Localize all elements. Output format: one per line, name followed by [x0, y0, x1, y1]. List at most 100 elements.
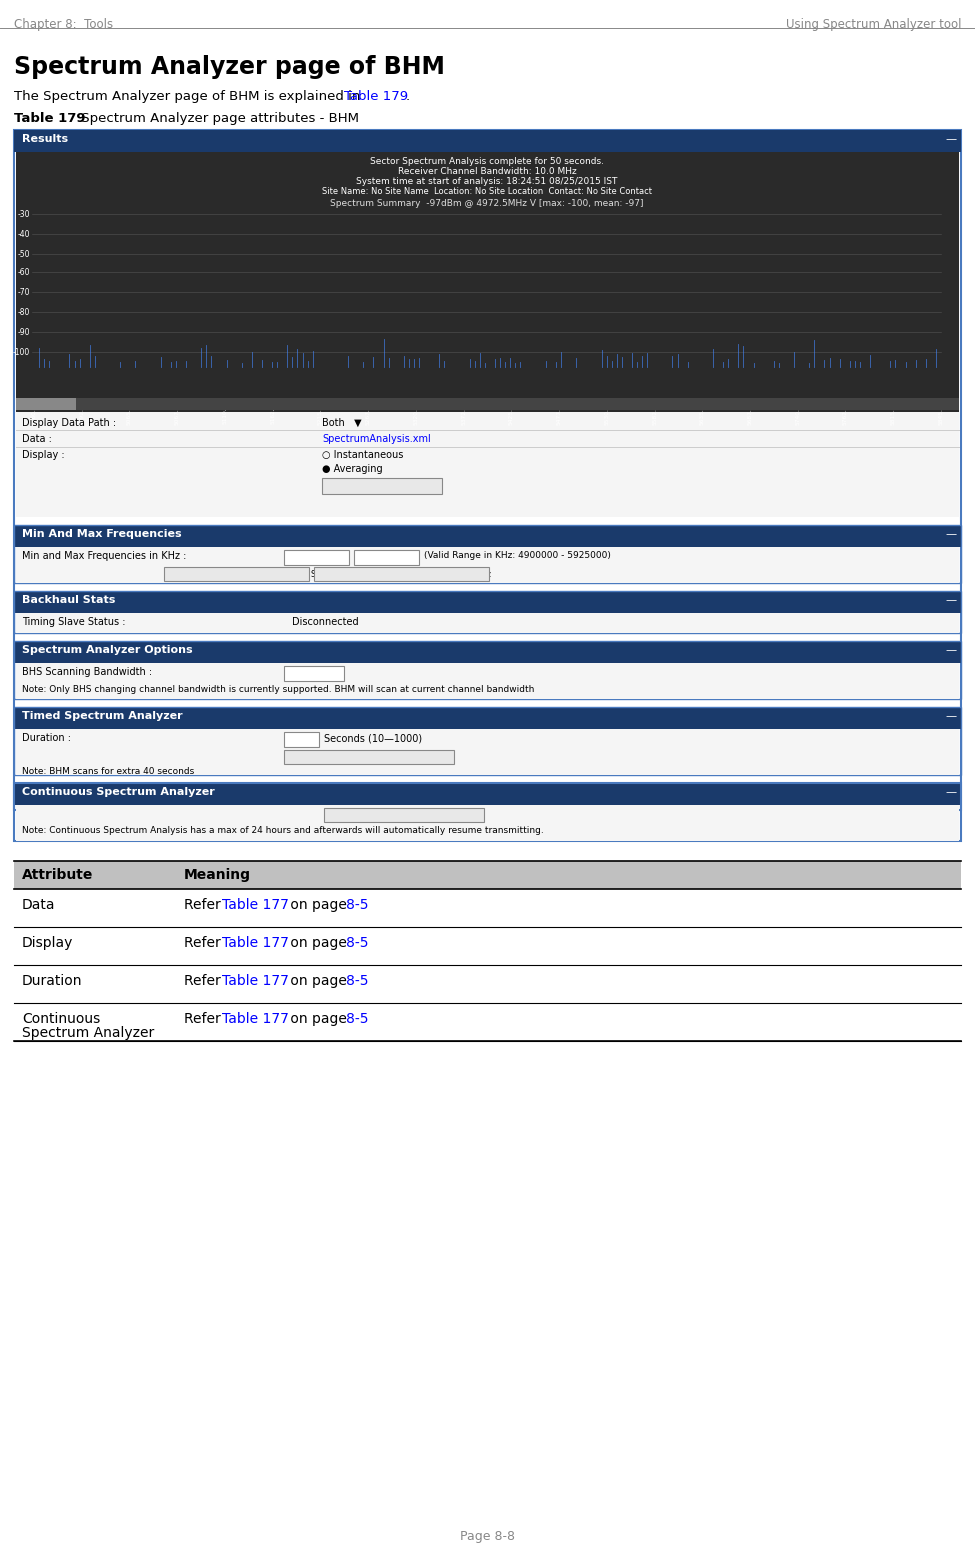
Text: BHS Scanning Bandwidth :: BHS Scanning Bandwidth : [22, 667, 152, 676]
Text: Receiver Channel Bandwidth: 10.0 MHz: Receiver Channel Bandwidth: 10.0 MHz [398, 166, 576, 176]
Text: 5582.5: 5582.5 [652, 404, 657, 425]
Bar [14, 641, 961, 700]
Text: Data :: Data : [22, 434, 52, 445]
Text: 5635.0: 5635.0 [700, 404, 705, 425]
Bar [14, 591, 961, 633]
Text: Both   ▼: Both ▼ [322, 418, 362, 428]
Text: 4900000: 4900000 [288, 552, 329, 561]
Text: —: — [945, 596, 956, 605]
Text: Table 179: Table 179 [344, 90, 409, 103]
Text: 5425.0: 5425.0 [509, 404, 514, 425]
Text: 5215.0: 5215.0 [318, 404, 323, 425]
Bar [16, 412, 959, 516]
Text: on page: on page [286, 897, 351, 911]
Text: ● Averaging: ● Averaging [322, 463, 382, 474]
Bar [14, 526, 961, 547]
Text: Note: Only BHS changing channel bandwidth is currently supported. BHM will scan : Note: Only BHS changing channel bandwidt… [22, 686, 534, 694]
Bar [16, 398, 959, 411]
Text: Duration: Duration [22, 973, 83, 987]
Text: Data: Data [22, 897, 56, 911]
Text: 5762.5: 5762.5 [843, 404, 848, 425]
Bar [322, 477, 442, 494]
Text: SpectrumAnalysis.xml: SpectrumAnalysis.xml [322, 434, 431, 445]
Text: Refer: Refer [184, 897, 225, 911]
Bar [314, 568, 489, 582]
Text: Seconds (10—1000): Seconds (10—1000) [324, 732, 422, 743]
Bar [284, 666, 344, 681]
Text: Page 8-8: Page 8-8 [459, 1530, 515, 1543]
Bar [14, 1003, 961, 1040]
Text: on page: on page [286, 1012, 351, 1026]
Text: -80: -80 [18, 308, 30, 317]
Text: Disconnected: Disconnected [292, 617, 359, 627]
Text: Table 177: Table 177 [222, 897, 289, 911]
Bar [14, 927, 961, 966]
Text: Note: BHM scans for extra 40 seconds: Note: BHM scans for extra 40 seconds [22, 767, 194, 776]
Bar [16, 398, 76, 411]
Text: 10: 10 [288, 734, 299, 743]
Text: -30: -30 [18, 210, 30, 219]
Text: Refer: Refer [184, 936, 225, 950]
Text: ○ Instantaneous: ○ Instantaneous [322, 449, 404, 460]
Text: Spectrum Summary  -97dBm @ 4972.5MHz V [max: -100, mean: -97]: Spectrum Summary -97dBm @ 4972.5MHz V [m… [331, 199, 644, 208]
Bar [14, 591, 961, 613]
Bar [14, 966, 961, 1003]
Text: Spectrum Analyzer Options: Spectrum Analyzer Options [22, 645, 193, 655]
Text: 5530.0: 5530.0 [604, 404, 609, 425]
Text: on page: on page [286, 936, 351, 950]
Bar [16, 662, 959, 700]
Bar [14, 889, 961, 927]
Text: Display Data Path :: Display Data Path : [22, 418, 116, 428]
Text: -60: -60 [18, 267, 30, 277]
Text: Spectrum Analyzer page attributes - BHM: Spectrum Analyzer page attributes - BHM [77, 112, 359, 124]
Text: 5162.5: 5162.5 [270, 404, 275, 425]
Text: Backhaul Stats: Backhaul Stats [22, 596, 115, 605]
Bar [324, 809, 484, 823]
Text: Chapter 8:  Tools: Chapter 8: Tools [14, 19, 113, 31]
Bar [164, 568, 309, 582]
Text: Set Min And Max To Center Scan +/-40MHz: Set Min And Max To Center Scan +/-40MHz [311, 569, 491, 578]
Text: .: . [406, 90, 410, 103]
Text: Table 177: Table 177 [222, 973, 289, 987]
Bar [14, 131, 961, 810]
Text: Duration :: Duration : [22, 732, 71, 743]
Text: 8-5: 8-5 [346, 936, 369, 950]
Text: 8-5: 8-5 [346, 973, 369, 987]
Bar [14, 861, 961, 889]
Text: -40: -40 [18, 230, 30, 238]
Text: Timing Slave Status :: Timing Slave Status : [22, 617, 126, 627]
Bar [284, 550, 349, 564]
Bar [14, 708, 961, 729]
Text: 8-5: 8-5 [346, 1012, 369, 1026]
Text: Sector Spectrum Analysis complete for 50 seconds.: Sector Spectrum Analysis complete for 50… [370, 157, 604, 166]
Text: 8-5: 8-5 [346, 897, 369, 911]
Text: Timed Spectrum Analyzer: Timed Spectrum Analyzer [22, 711, 182, 722]
Text: —: — [945, 711, 956, 722]
Text: Spectrum Analyzer: Spectrum Analyzer [22, 1026, 154, 1040]
Text: 5067.5: 5067.5 [175, 404, 179, 425]
Text: 5372.5: 5372.5 [461, 404, 466, 425]
Text: -90: -90 [18, 328, 30, 336]
Text: 5687.5: 5687.5 [748, 404, 753, 425]
Text: -100: -100 [13, 347, 30, 356]
Text: 5740.0: 5740.0 [796, 404, 800, 425]
Text: Min And Max Frequencies: Min And Max Frequencies [22, 529, 181, 540]
Text: 5110.0: 5110.0 [222, 404, 227, 425]
Bar [354, 550, 419, 564]
Bar [284, 732, 319, 746]
Text: System time at start of analysis: 18:24:51 08/25/2015 IST: System time at start of analysis: 18:24:… [356, 177, 618, 187]
Text: Table 179: Table 179 [14, 112, 86, 124]
Bar [14, 641, 961, 662]
Text: Min and Max Frequencies in KHz :: Min and Max Frequencies in KHz : [22, 550, 186, 561]
Text: Results: Results [22, 134, 68, 145]
Text: Continuous: Continuous [22, 1012, 100, 1026]
Text: —: — [945, 787, 956, 798]
Text: Note: Continuous Spectrum Analysis has a max of 24 hours and afterwards will aut: Note: Continuous Spectrum Analysis has a… [22, 826, 544, 835]
Bar [14, 708, 961, 774]
Text: Using Spectrum Analyzer tool: Using Spectrum Analyzer tool [786, 19, 961, 31]
Text: 4892.5: 4892.5 [79, 404, 84, 425]
Text: -50: -50 [18, 249, 30, 258]
Text: Start Continuous Spectrum Analysis: Start Continuous Spectrum Analysis [329, 810, 480, 819]
Text: —: — [945, 645, 956, 655]
Text: 5.0 MHz  ▼: 5.0 MHz ▼ [288, 669, 337, 676]
